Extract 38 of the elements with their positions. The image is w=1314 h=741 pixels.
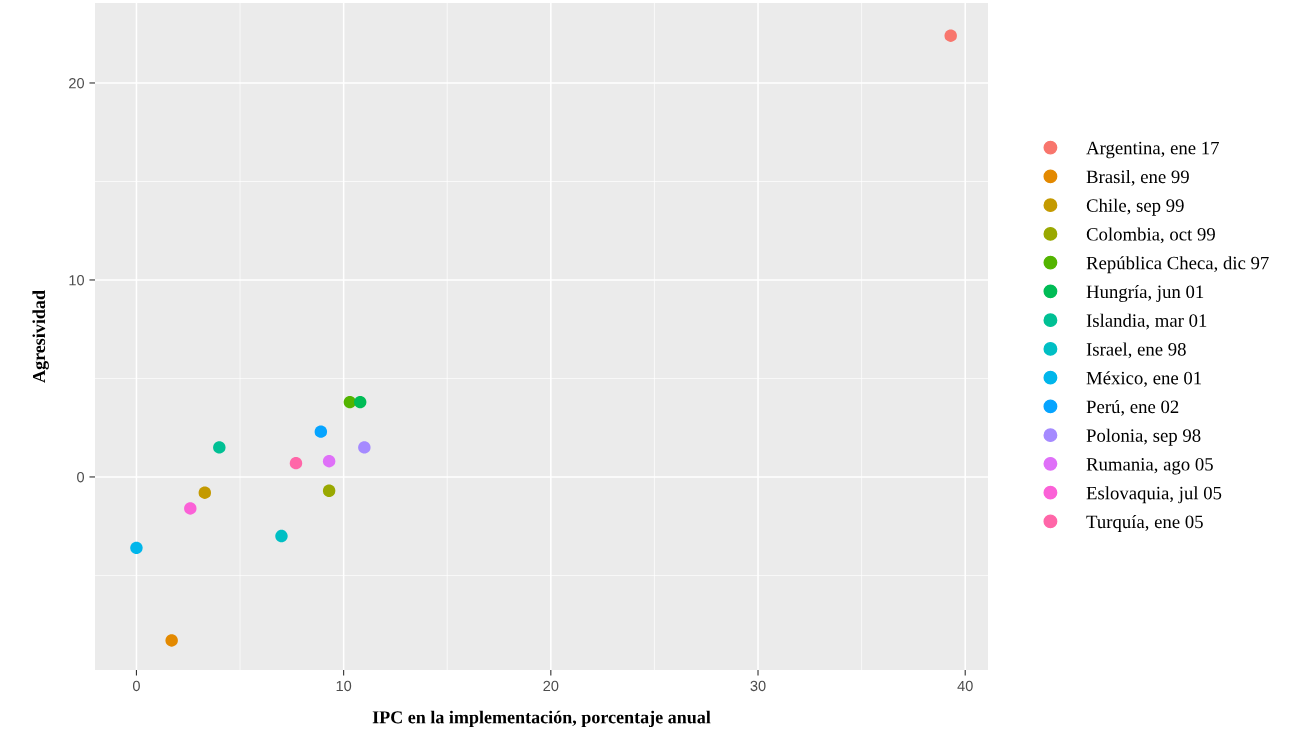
legend-label: México, ene 01	[1086, 371, 1202, 388]
legend-label: Israel, ene 98	[1086, 342, 1186, 359]
x-tick-label: 20	[543, 680, 559, 692]
legend-label: Rumania, ago 05	[1086, 457, 1213, 475]
legend-label: Colombia, oct 99	[1086, 227, 1215, 244]
point	[322, 484, 336, 497]
y-axis-title: Agresividad	[32, 290, 49, 383]
legend-label: Islandia, mar 01	[1086, 313, 1207, 330]
point	[322, 454, 336, 468]
y-tick-label: 20	[69, 78, 85, 89]
legend-label: Chile, sep 99	[1086, 198, 1184, 216]
point	[343, 395, 357, 409]
x-tick-label: 30	[750, 680, 766, 692]
legend-label: Turquía, ene 05	[1086, 514, 1203, 532]
legend-label: República Checa, dic 97	[1086, 256, 1269, 274]
point	[213, 441, 226, 454]
y-tick-label: 10	[69, 275, 85, 286]
point	[198, 486, 212, 499]
legend-label: Perú, ene 02	[1086, 399, 1179, 416]
point	[275, 529, 288, 543]
point	[289, 456, 303, 470]
legend-label: Brasil, ene 99	[1086, 169, 1189, 186]
x-tick-label: 10	[336, 680, 352, 692]
legend-label: Polonia, sep 98	[1086, 428, 1201, 446]
point	[944, 29, 957, 42]
point	[358, 441, 371, 454]
point	[165, 634, 178, 647]
point	[184, 502, 197, 515]
x-tick-label: 40	[957, 680, 973, 692]
legend-label: Argentina, ene 17	[1086, 141, 1219, 159]
point	[354, 395, 367, 409]
x-tick-label: 0	[132, 680, 140, 692]
legend-label: Hungría, jun 01	[1086, 284, 1204, 302]
y-tick-label: 0	[77, 472, 85, 483]
x-axis-title: IPC en la implementación, porcentaje anual	[372, 710, 711, 728]
legend-label: Eslovaquia, jul 05	[1086, 486, 1222, 504]
point	[130, 541, 143, 555]
point	[314, 425, 328, 438]
